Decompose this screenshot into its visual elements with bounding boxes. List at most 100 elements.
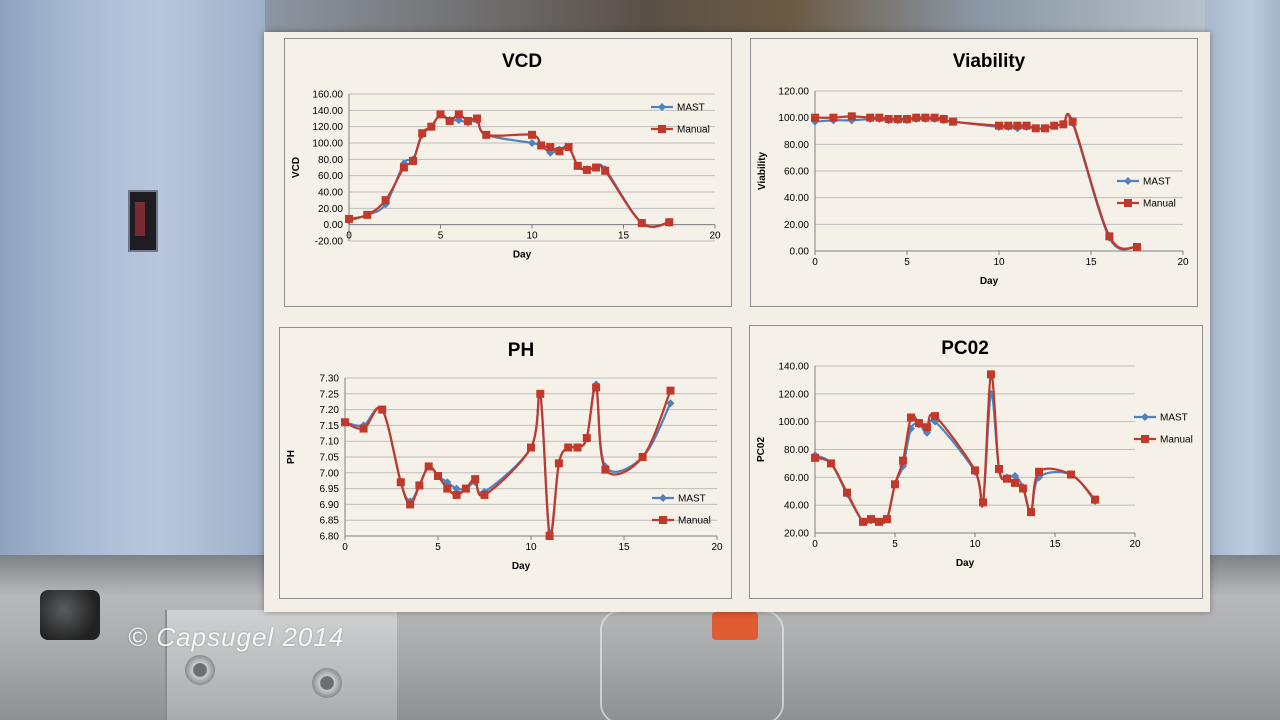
data-point-manual: [829, 113, 838, 122]
machine-housing-right: [1205, 0, 1280, 620]
y-tick-label: 80.00: [784, 445, 809, 456]
legend-entry: MAST: [678, 494, 706, 505]
y-tick-label: 20.00: [784, 220, 809, 231]
data-point-manual: [359, 424, 368, 433]
x-tick-label: 5: [435, 542, 441, 553]
x-axis-label: Day: [980, 276, 999, 287]
data-point-manual: [573, 443, 582, 452]
data-point-manual: [424, 462, 433, 471]
data-point-manual: [601, 465, 610, 474]
data-point-mast: [1035, 473, 1043, 482]
data-point-manual: [995, 464, 1003, 473]
data-point-manual: [1019, 484, 1027, 493]
data-point-manual: [1050, 121, 1059, 130]
x-tick-label: 0: [342, 542, 348, 553]
data-point-manual: [452, 490, 461, 499]
x-tick-label: 15: [618, 542, 630, 553]
x-tick-label: 15: [1085, 257, 1097, 268]
x-tick-label: 15: [618, 231, 630, 242]
data-point-manual: [949, 117, 957, 126]
data-point-mast: [931, 417, 939, 426]
metal-block: [165, 610, 397, 720]
x-tick-label: 10: [993, 257, 1005, 268]
data-point-mast: [666, 399, 675, 408]
y-tick-label: 6.95: [320, 484, 340, 495]
series-line-manual: [814, 113, 1138, 250]
data-point-manual: [827, 459, 835, 468]
y-tick-label: 80.00: [784, 140, 809, 151]
y-tick-label: 20.00: [318, 204, 343, 215]
data-point-manual: [979, 498, 987, 507]
legend-marker: [658, 125, 666, 133]
data-point-mast: [452, 484, 461, 493]
x-tick-label: 0: [812, 539, 818, 550]
y-tick-label: 60.00: [318, 171, 343, 182]
data-point-manual: [1067, 470, 1075, 479]
chart-title: Viability: [953, 51, 1026, 72]
y-tick-label: 7.05: [320, 453, 340, 464]
data-point-manual: [1004, 121, 1013, 130]
legend-entry: Manual: [1143, 199, 1176, 210]
y-tick-label: 40.00: [784, 501, 809, 512]
data-point-mast: [528, 139, 536, 147]
x-tick-label: 5: [904, 257, 910, 268]
ph-chart: PH 6.80 6.85 6.90 6.95 7.00 7.05 7.10 7.15 7.20 7.…: [279, 327, 732, 599]
y-tick-label: 140.00: [312, 106, 343, 117]
y-tick-label: 20.00: [784, 529, 809, 540]
data-point-manual: [445, 116, 454, 125]
data-point-manual: [528, 130, 536, 139]
data-point-manual: [811, 113, 819, 122]
x-axis-label: Day: [512, 561, 531, 572]
data-point-manual: [1068, 117, 1077, 126]
data-point-manual: [939, 115, 948, 123]
x-tick-label: 10: [969, 539, 981, 550]
data-point-manual: [434, 471, 442, 480]
orange-connector: [712, 612, 758, 640]
data-point-manual: [899, 456, 907, 465]
bolt-icon: [185, 655, 215, 685]
data-point-manual: [399, 163, 408, 172]
legend-marker: [1141, 413, 1149, 421]
machine-housing-left: [0, 0, 265, 560]
legend-marker: [1141, 435, 1149, 443]
data-point-manual: [573, 161, 582, 170]
y-tick-label: 0.00: [790, 247, 810, 258]
data-point-manual: [891, 480, 899, 489]
series-line-manual: [814, 373, 1096, 525]
x-tick-label: 15: [1049, 539, 1061, 550]
y-axis-label: PH: [286, 450, 297, 464]
chart-panel: VCD -20.00 0.00 20.00 40.00 60.00 80.00 100.00 1…: [264, 32, 1210, 612]
data-point-manual: [1059, 120, 1068, 129]
data-point-manual: [665, 218, 674, 227]
pc02-chart: PC02 20.00 40.00 60.00 80.00 100.00 120.00 140.…: [749, 325, 1203, 599]
y-tick-label: 7.25: [320, 389, 340, 400]
y-tick-label: 7.20: [320, 405, 340, 416]
y-axis-label: PC02: [756, 437, 767, 462]
data-point-manual: [454, 110, 463, 119]
y-tick-label: 100.00: [312, 139, 343, 150]
data-point-manual: [601, 166, 610, 175]
data-point-manual: [582, 434, 591, 443]
y-axis-label: VCD: [291, 157, 302, 178]
x-tick-label: 20: [1177, 257, 1189, 268]
data-point-manual: [859, 517, 867, 526]
data-point-manual: [443, 484, 452, 493]
data-point-manual: [378, 405, 387, 414]
y-tick-label: 100.00: [778, 417, 809, 428]
data-point-manual: [971, 466, 979, 475]
x-tick-label: 0: [346, 231, 352, 242]
data-point-manual: [811, 453, 819, 462]
data-point-manual: [555, 147, 564, 156]
data-point-manual: [1011, 478, 1019, 487]
data-point-manual: [1027, 508, 1035, 517]
data-point-manual: [471, 475, 480, 484]
data-point-manual: [381, 196, 390, 205]
series-line-mast: [348, 113, 670, 229]
y-axis-label: Viability: [757, 151, 768, 190]
data-point-manual: [912, 113, 921, 122]
y-tick-label: 120.00: [312, 122, 343, 133]
data-point-manual: [903, 115, 911, 123]
data-point-manual: [1013, 121, 1022, 130]
data-point-manual: [866, 113, 875, 122]
legend-marker: [1124, 199, 1132, 207]
